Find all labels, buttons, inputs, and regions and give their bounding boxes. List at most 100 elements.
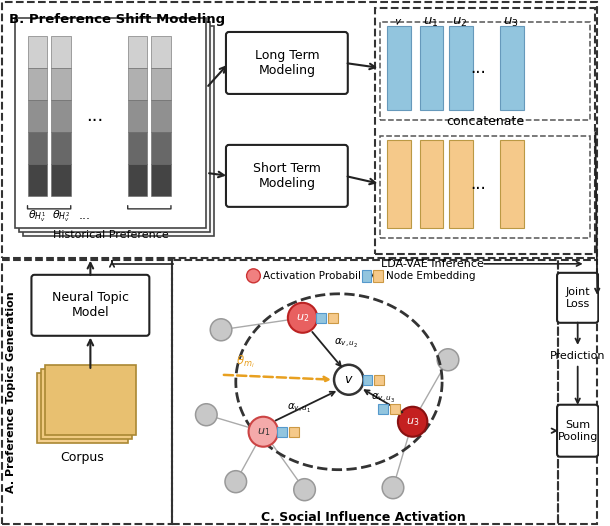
Circle shape — [334, 365, 364, 394]
Bar — [27, 36, 47, 68]
Circle shape — [288, 303, 317, 333]
Bar — [37, 373, 127, 443]
Text: Historical Preference: Historical Preference — [52, 230, 168, 240]
Bar — [151, 164, 171, 196]
Bar — [51, 36, 71, 68]
Text: C. Social Influence Activation: C. Social Influence Activation — [261, 511, 466, 524]
FancyBboxPatch shape — [226, 32, 348, 94]
Text: Corpus: Corpus — [60, 451, 104, 464]
Bar — [51, 164, 71, 196]
Text: Long Term
Modeling: Long Term Modeling — [254, 49, 319, 77]
Bar — [2, 2, 597, 258]
Bar — [387, 26, 411, 110]
Bar — [387, 140, 411, 228]
Circle shape — [437, 349, 459, 371]
Text: Activation Probability: Activation Probability — [264, 271, 375, 281]
Bar — [51, 68, 71, 100]
Text: $\theta_{m_i}$: $\theta_{m_i}$ — [236, 354, 254, 370]
Bar — [151, 36, 171, 68]
Text: ...: ... — [470, 175, 486, 193]
Bar — [151, 68, 171, 100]
Text: Joint
Loss: Joint Loss — [565, 287, 590, 309]
Bar — [27, 164, 47, 196]
Bar — [51, 100, 71, 132]
Text: Prediction: Prediction — [550, 351, 606, 361]
Text: ...: ... — [470, 59, 486, 77]
Circle shape — [246, 269, 260, 283]
Bar — [500, 26, 523, 110]
Bar — [127, 132, 148, 164]
Bar — [317, 313, 326, 323]
Bar — [289, 427, 299, 437]
Bar — [151, 100, 171, 132]
FancyBboxPatch shape — [557, 273, 598, 323]
Bar — [375, 8, 595, 254]
Bar — [449, 26, 473, 110]
Bar — [15, 18, 206, 228]
Bar — [127, 164, 148, 196]
Bar — [362, 270, 371, 282]
FancyBboxPatch shape — [557, 404, 598, 457]
Text: A. Preference Topics Generation: A. Preference Topics Generation — [6, 291, 16, 492]
FancyBboxPatch shape — [226, 145, 348, 207]
Circle shape — [248, 417, 278, 447]
Text: $\theta_{H_v^1}$: $\theta_{H_v^1}$ — [28, 208, 46, 224]
Bar — [558, 260, 597, 524]
Bar — [51, 132, 71, 164]
Circle shape — [294, 479, 315, 501]
Text: $u_1$: $u_1$ — [257, 426, 270, 438]
Bar — [2, 260, 172, 524]
Bar — [380, 136, 590, 238]
FancyBboxPatch shape — [32, 275, 149, 336]
Bar — [390, 404, 400, 414]
Bar — [375, 375, 384, 385]
Bar — [380, 22, 590, 120]
Bar — [27, 68, 47, 100]
Text: Node Embedding: Node Embedding — [386, 271, 476, 281]
Bar — [127, 68, 148, 100]
Bar — [45, 365, 135, 434]
Text: $u_1$: $u_1$ — [423, 15, 438, 28]
Text: $u_3$: $u_3$ — [406, 416, 419, 428]
Bar — [420, 26, 443, 110]
Text: $u_2$: $u_2$ — [452, 15, 467, 28]
Circle shape — [210, 319, 232, 341]
Circle shape — [382, 477, 404, 499]
Text: $v$: $v$ — [344, 373, 354, 386]
Bar — [277, 427, 287, 437]
Bar — [328, 313, 338, 323]
Bar — [19, 22, 210, 232]
Text: ...: ... — [85, 107, 103, 125]
Circle shape — [225, 471, 246, 493]
Text: Neural Topic
Model: Neural Topic Model — [52, 291, 129, 319]
Text: B. Preference Shift Modeling: B. Preference Shift Modeling — [9, 13, 225, 26]
Bar — [449, 140, 473, 228]
Bar — [500, 140, 523, 228]
Text: concatenate: concatenate — [447, 115, 525, 128]
Text: LDA-VAE Inference: LDA-VAE Inference — [381, 259, 484, 269]
Bar — [27, 100, 47, 132]
Bar — [420, 140, 443, 228]
Bar — [23, 26, 214, 236]
Bar — [362, 375, 372, 385]
Circle shape — [196, 404, 217, 426]
Text: $\alpha_{v,u_2}$: $\alpha_{v,u_2}$ — [334, 337, 358, 350]
Bar — [378, 404, 388, 414]
Text: Short Term
Modeling: Short Term Modeling — [253, 162, 321, 190]
Bar — [41, 369, 132, 439]
Text: $u_2$: $u_2$ — [296, 312, 309, 323]
Text: Sum
Pooling: Sum Pooling — [558, 420, 598, 441]
Bar — [127, 36, 148, 68]
Text: $\mathcal{v}$: $\mathcal{v}$ — [393, 15, 403, 28]
Text: $\theta_{H_v^2}$: $\theta_{H_v^2}$ — [52, 208, 70, 224]
Text: $u_3$: $u_3$ — [503, 15, 518, 28]
Text: ...: ... — [79, 209, 91, 222]
Bar — [172, 260, 558, 524]
Text: $\alpha_{v,u_3}$: $\alpha_{v,u_3}$ — [371, 392, 396, 405]
Text: $\alpha_{v,u_1}$: $\alpha_{v,u_1}$ — [287, 402, 311, 415]
Bar — [127, 100, 148, 132]
Bar — [373, 270, 383, 282]
Bar — [151, 132, 171, 164]
Bar — [27, 132, 47, 164]
Circle shape — [398, 407, 428, 437]
